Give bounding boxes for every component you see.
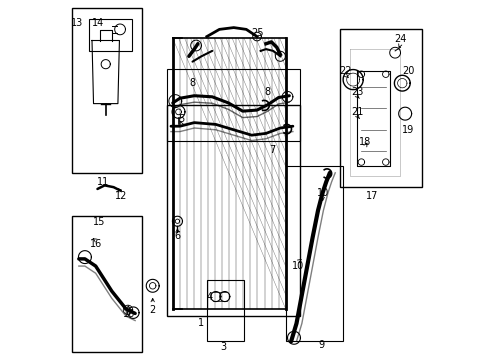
Text: 6: 6 <box>174 231 180 240</box>
Text: 9: 9 <box>318 340 324 350</box>
Bar <box>339 30 421 187</box>
Text: 24: 24 <box>393 35 406 44</box>
Text: 4: 4 <box>206 292 213 302</box>
Text: 3: 3 <box>220 342 225 352</box>
Text: 10: 10 <box>316 188 328 198</box>
Text: 25: 25 <box>250 28 263 38</box>
Text: 22: 22 <box>339 66 351 76</box>
Text: 12: 12 <box>114 191 127 201</box>
Text: 8: 8 <box>264 87 270 97</box>
Bar <box>206 280 244 341</box>
Text: 16: 16 <box>122 310 135 319</box>
Text: 2: 2 <box>149 305 156 315</box>
Text: 5: 5 <box>178 114 184 124</box>
Bar <box>167 105 300 316</box>
Text: 23: 23 <box>350 87 363 97</box>
Text: 13: 13 <box>70 18 82 28</box>
Bar <box>72 216 142 352</box>
Bar <box>72 8 142 173</box>
Bar <box>167 69 300 140</box>
Text: 1: 1 <box>198 319 204 328</box>
Text: 20: 20 <box>401 66 413 76</box>
Text: 18: 18 <box>358 138 370 147</box>
Text: 10: 10 <box>291 261 304 271</box>
Text: 19: 19 <box>401 125 413 135</box>
Text: 11: 11 <box>97 177 109 187</box>
Text: 8: 8 <box>189 78 195 88</box>
Text: 21: 21 <box>350 107 363 117</box>
Text: 15: 15 <box>93 217 105 227</box>
Bar <box>285 166 343 341</box>
Text: 17: 17 <box>365 191 377 201</box>
Text: 7: 7 <box>269 144 275 154</box>
Text: 14: 14 <box>92 18 104 28</box>
Bar <box>88 19 131 51</box>
Text: 16: 16 <box>89 239 102 249</box>
